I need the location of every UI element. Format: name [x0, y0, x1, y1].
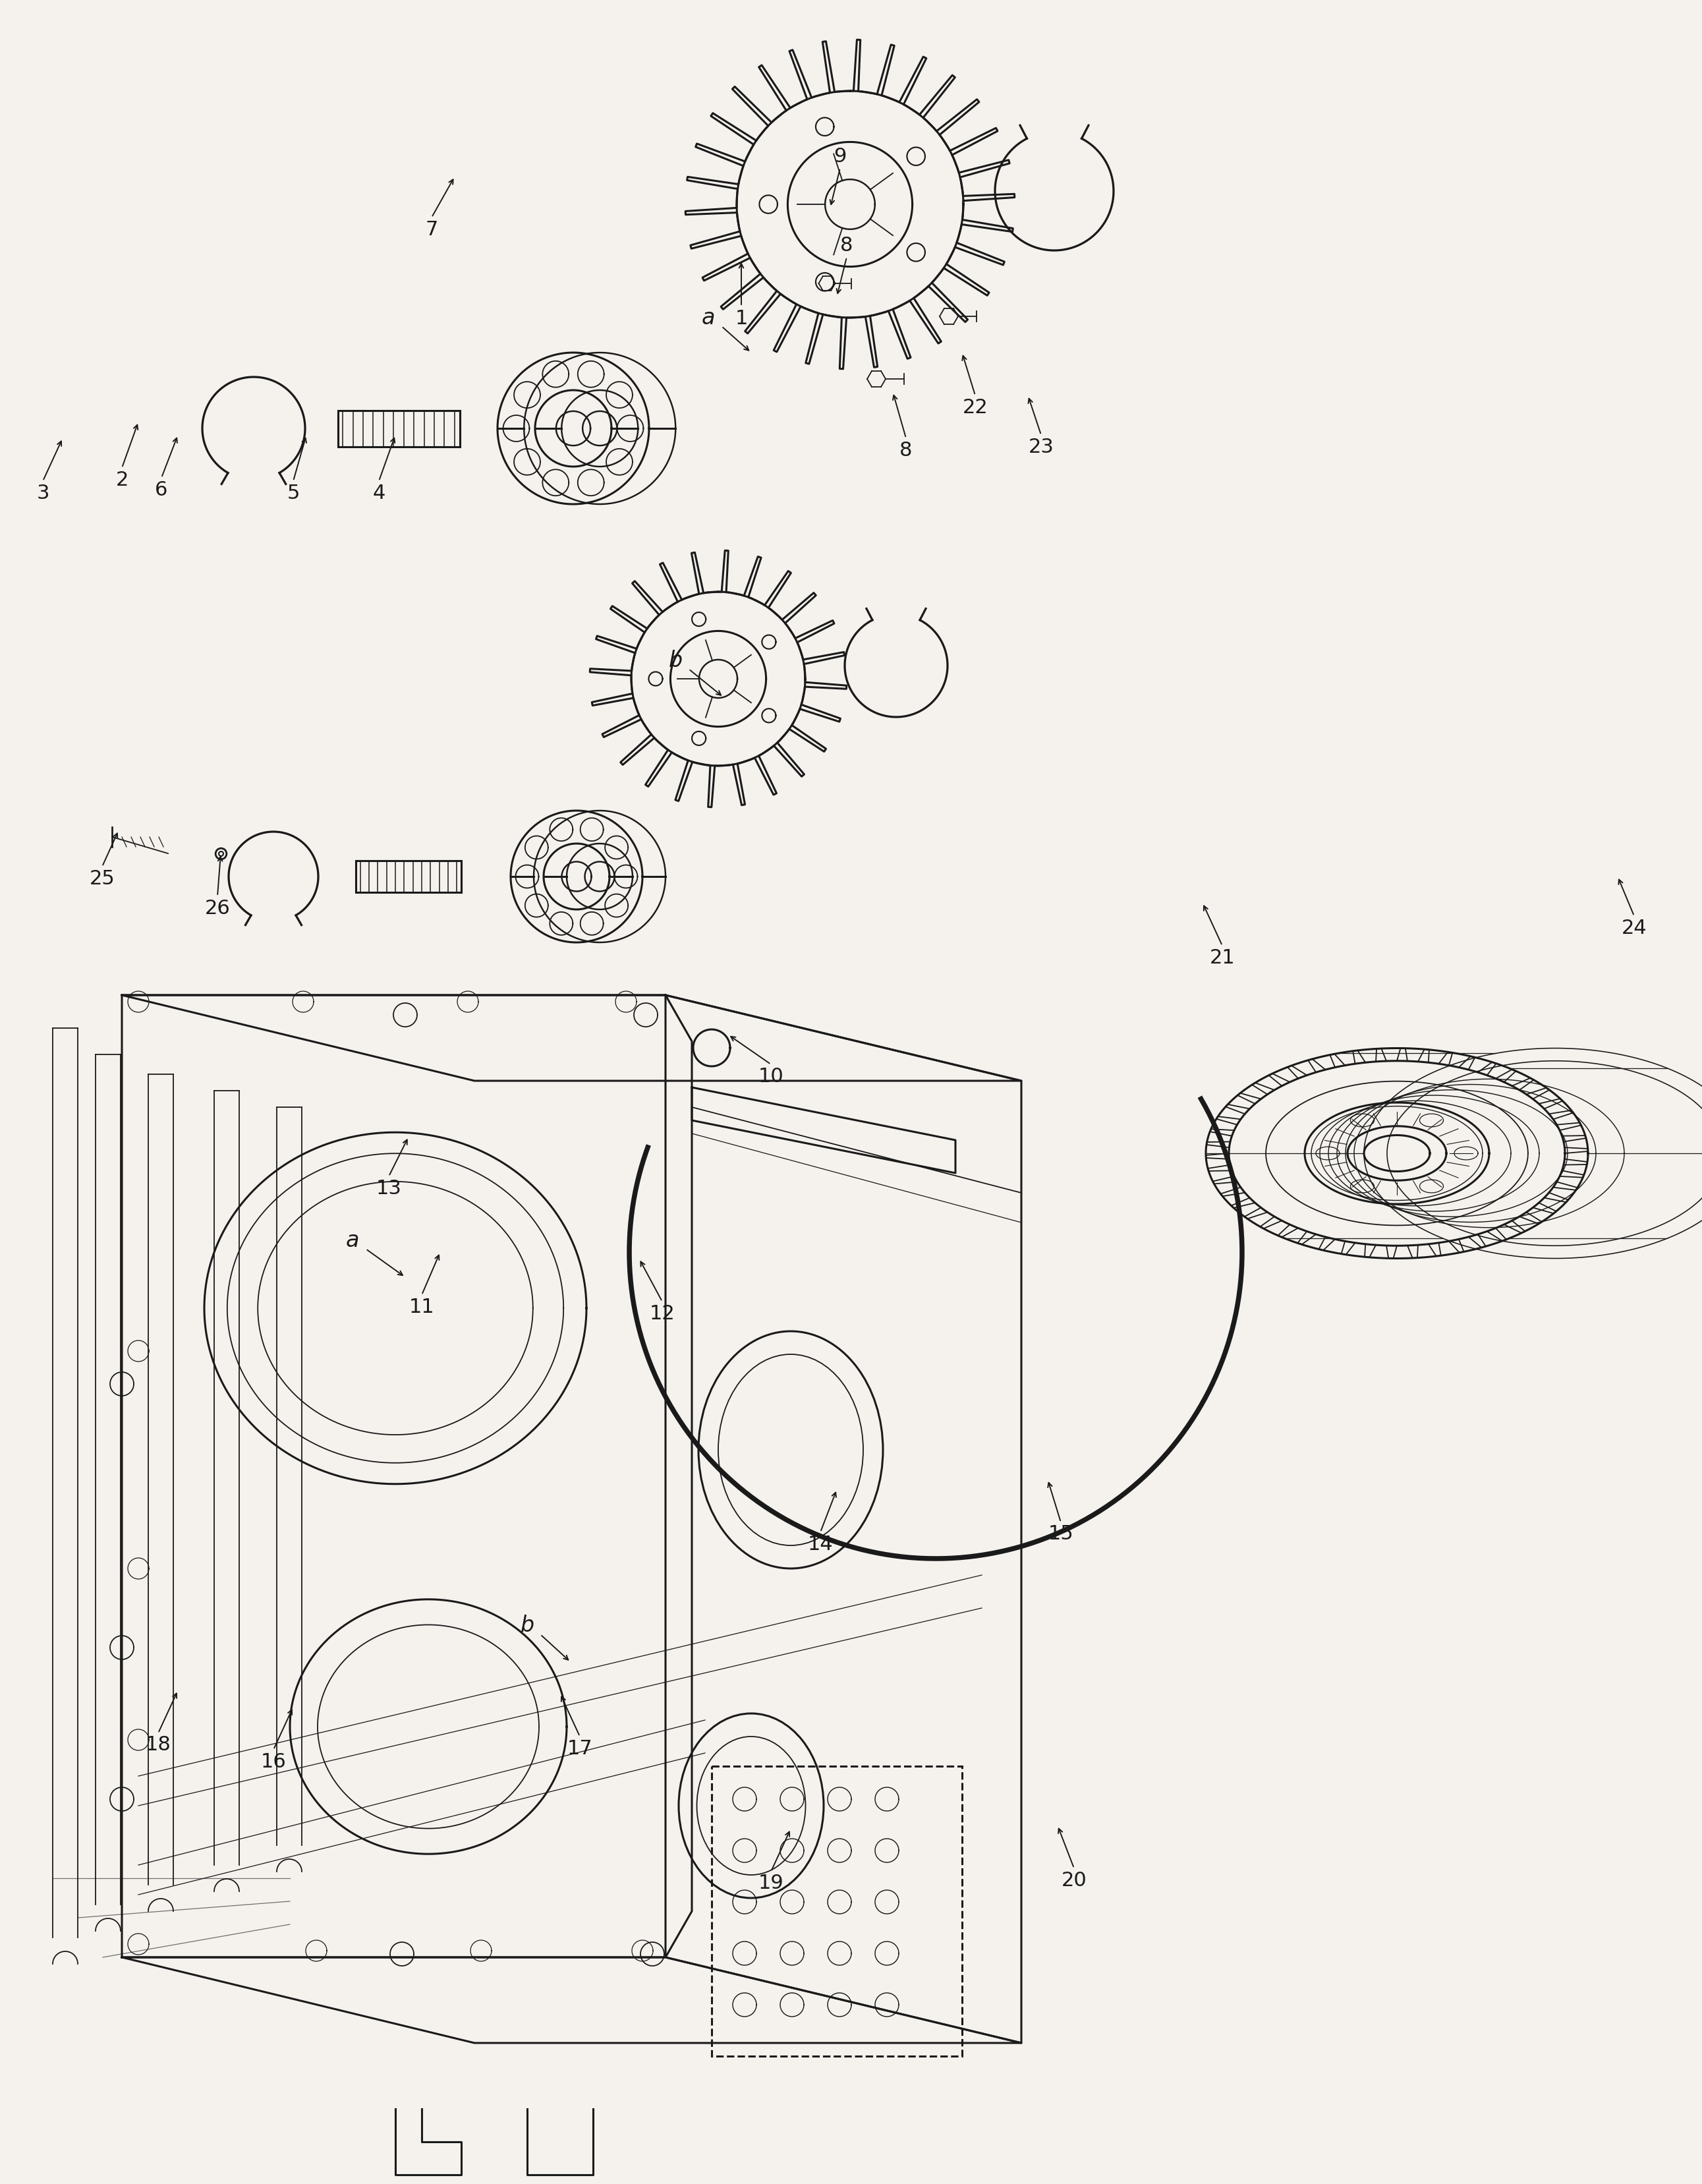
Text: 14: 14 [807, 1535, 832, 1553]
Text: 15: 15 [1048, 1524, 1074, 1544]
Text: 11: 11 [408, 1297, 434, 1317]
Text: 13: 13 [376, 1179, 402, 1197]
Text: 6: 6 [155, 480, 168, 500]
Text: 8: 8 [900, 441, 912, 459]
Text: a: a [346, 1230, 359, 1251]
Text: b: b [669, 649, 683, 670]
Text: 10: 10 [757, 1066, 783, 1085]
Text: 17: 17 [567, 1738, 592, 1758]
Text: 12: 12 [650, 1304, 676, 1324]
Text: 21: 21 [1210, 948, 1236, 968]
Text: 23: 23 [1028, 437, 1054, 456]
Text: 26: 26 [204, 898, 230, 917]
Text: 19: 19 [757, 1874, 783, 1894]
Text: 7: 7 [425, 221, 437, 238]
Text: 25: 25 [90, 869, 116, 889]
Text: 4: 4 [373, 483, 385, 502]
Text: 8: 8 [841, 236, 853, 256]
Text: 24: 24 [1622, 917, 1648, 937]
Text: 16: 16 [260, 1752, 286, 1771]
Text: 2: 2 [116, 470, 128, 489]
Bar [711, 1767, 962, 2055]
Text: 3: 3 [36, 483, 49, 502]
Text: 18: 18 [145, 1736, 170, 1754]
Text: b: b [521, 1614, 534, 1636]
Text: 22: 22 [962, 397, 987, 417]
Text: 20: 20 [1062, 1872, 1088, 1889]
Text: 9: 9 [834, 146, 846, 166]
Text: 5: 5 [288, 483, 300, 502]
Text: 1: 1 [735, 308, 747, 328]
Text: a: a [701, 306, 715, 328]
